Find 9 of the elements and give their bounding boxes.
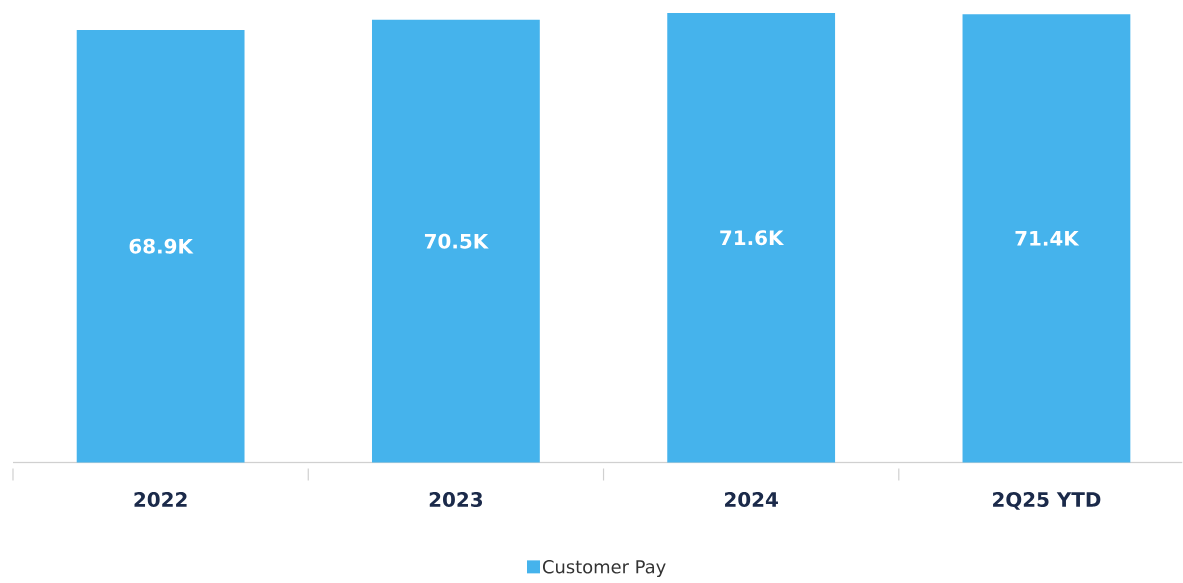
data-label: 68.9K — [129, 238, 194, 254]
legend-label: Customer Pay — [542, 559, 666, 577]
x-tick-label: 2Q25 YTD — [993, 491, 1101, 510]
data-label: 71.6K — [720, 230, 785, 246]
data-label: 71.4K — [1015, 230, 1080, 246]
x-tick-label: 2024 — [725, 491, 778, 507]
x-tick-label: 2023 — [429, 491, 483, 507]
data-label: 70.5K — [424, 233, 489, 249]
x-tick-label: 2022 — [134, 491, 187, 507]
